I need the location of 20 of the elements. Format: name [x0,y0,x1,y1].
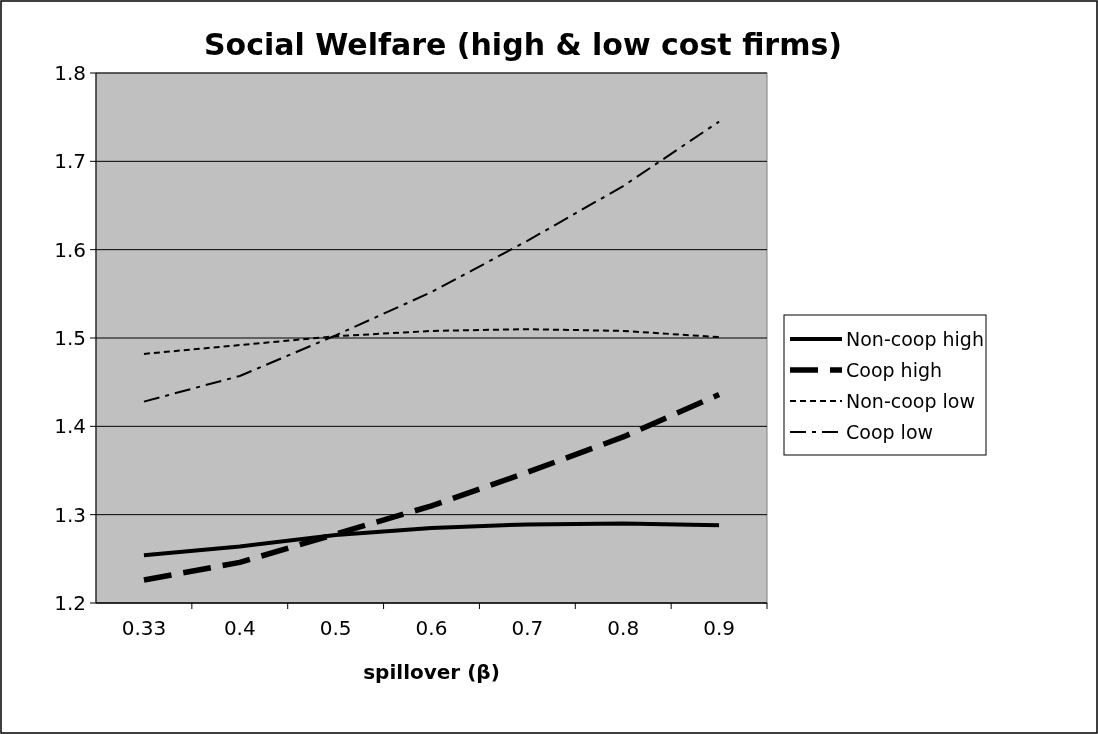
y-tick-label: 1.8 [54,61,86,85]
legend-label: Coop low [846,420,934,443]
y-tick-label: 1.4 [54,414,86,439]
y-tick-label: 1.2 [54,591,86,615]
y-tick-label: 1.6 [54,237,86,262]
chart-title: Social Welfare (high & low cost firms) [204,27,842,62]
legend-label: Non-coop high [846,327,984,350]
x-tick-label: 0.8 [607,616,640,640]
x-tick-label: 0.5 [319,616,352,640]
x-tick-label: 0.6 [415,616,448,640]
x-axis-title: spillover (β) [363,660,500,684]
y-tick-label: 1.5 [54,326,86,350]
legend-label: Coop high [846,358,943,381]
y-tick-label: 1.7 [54,149,86,174]
y-tick-label: 1.3 [54,502,86,527]
x-tick-label: 0.33 [121,616,167,640]
x-tick-label: 0.9 [703,616,735,640]
x-tick-label: 0.7 [511,616,544,640]
x-tick-label: 0.4 [223,616,256,640]
legend-label: Non-coop low [846,389,975,412]
